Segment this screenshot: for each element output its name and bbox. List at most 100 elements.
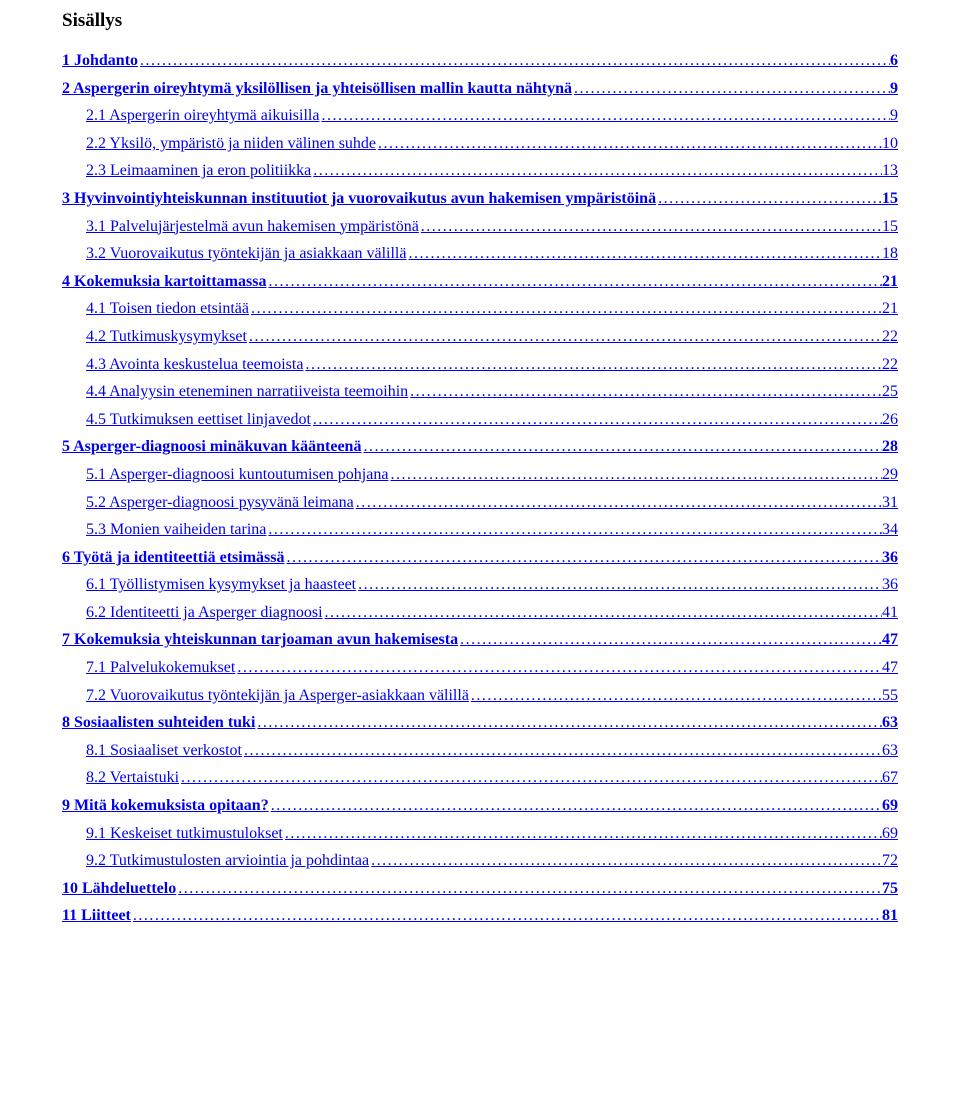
- toc-entry-label[interactable]: 3.1 Palvelujärjestelmä avun hakemisen ym…: [86, 216, 419, 238]
- toc-entry: 7 Kokemuksia yhteiskunnan tarjoaman avun…: [62, 629, 898, 651]
- toc-entry-label[interactable]: 4.2 Tutkimuskysymykset: [86, 326, 247, 348]
- toc-entry: 3.1 Palvelujärjestelmä avun hakemisen ym…: [62, 216, 898, 238]
- toc-entry-page[interactable]: 13: [882, 160, 898, 182]
- toc-entry-label[interactable]: 2.1 Aspergerin oireyhtymä aikuisilla: [86, 105, 319, 127]
- toc-leader: [406, 243, 882, 265]
- toc-entry: 4.4 Analyysin eteneminen narratiiveista …: [62, 381, 898, 403]
- toc-leader: [283, 823, 882, 845]
- toc-entry: 10 Lähdeluettelo 75: [62, 878, 898, 900]
- toc-entry-page[interactable]: 18: [882, 243, 898, 265]
- toc-entry-page[interactable]: 31: [882, 492, 898, 514]
- toc-leader: [255, 712, 882, 734]
- toc-entry-label[interactable]: 9 Mitä kokemuksista opitaan?: [62, 795, 269, 817]
- toc-entry-page[interactable]: 55: [882, 685, 898, 707]
- toc-entry-page[interactable]: 22: [882, 354, 898, 376]
- toc-entry-page[interactable]: 63: [882, 712, 898, 734]
- toc-entry-label[interactable]: 10 Lähdeluettelo: [62, 878, 176, 900]
- toc-leader: [247, 326, 882, 348]
- toc-entry-label[interactable]: 5 Asperger-diagnoosi minäkuvan käänteenä: [62, 436, 361, 458]
- toc-entry: 4.5 Tutkimuksen eettiset linjavedot 26: [62, 409, 898, 431]
- toc-entry: 8 Sosiaalisten suhteiden tuki 63: [62, 712, 898, 734]
- toc-entry-page[interactable]: 81: [882, 905, 898, 927]
- toc-entry-page[interactable]: 9: [890, 78, 898, 100]
- toc-entry-page[interactable]: 75: [882, 878, 898, 900]
- toc-entry-label[interactable]: 7 Kokemuksia yhteiskunnan tarjoaman avun…: [62, 629, 458, 651]
- toc-leader: [176, 878, 882, 900]
- toc-entry-page[interactable]: 21: [882, 298, 898, 320]
- toc-entry-label[interactable]: 4.1 Toisen tiedon etsintää: [86, 298, 249, 320]
- toc-leader: [323, 602, 882, 624]
- toc-entry-label[interactable]: 3.2 Vuorovaikutus työntekijän ja asiakka…: [86, 243, 406, 265]
- toc-entry-page[interactable]: 10: [882, 133, 898, 155]
- toc-entry: 9 Mitä kokemuksista opitaan? 69: [62, 795, 898, 817]
- toc-entry-label[interactable]: 6.1 Työllistymisen kysymykset ja haastee…: [86, 574, 356, 596]
- toc-entry: 11 Liitteet 81: [62, 905, 898, 927]
- toc-entry-label[interactable]: 2.3 Leimaaminen ja eron politiikka: [86, 160, 311, 182]
- toc-entry-label[interactable]: 6 Työtä ja identiteettiä etsimässä: [62, 547, 284, 569]
- toc-entry-page[interactable]: 22: [882, 326, 898, 348]
- toc-entry-page[interactable]: 47: [882, 657, 898, 679]
- toc-entry: 1 Johdanto 6: [62, 50, 898, 72]
- toc-entry-label[interactable]: 5.2 Asperger-diagnoosi pysyvänä leimana: [86, 492, 354, 514]
- toc-entry: 5.1 Asperger-diagnoosi kuntoutumisen poh…: [62, 464, 898, 486]
- toc-entry: 7.2 Vuorovaikutus työntekijän ja Asperge…: [62, 685, 898, 707]
- toc-entry-label[interactable]: 4.3 Avointa keskustelua teemoista: [86, 354, 303, 376]
- toc-entry-page[interactable]: 25: [882, 381, 898, 403]
- toc-entry-page[interactable]: 72: [882, 850, 898, 872]
- toc-entry: 4.3 Avointa keskustelua teemoista 22: [62, 354, 898, 376]
- toc-leader: [311, 160, 882, 182]
- toc-entry-label[interactable]: 8 Sosiaalisten suhteiden tuki: [62, 712, 255, 734]
- toc-list: 1 Johdanto 6 2 Aspergerin oireyhtymä yksil…: [62, 50, 898, 927]
- toc-entry-label[interactable]: 1 Johdanto: [62, 50, 138, 72]
- toc-entry-page[interactable]: 47: [882, 629, 898, 651]
- toc-entry-label[interactable]: 9.1 Keskeiset tutkimustulokset: [86, 823, 283, 845]
- toc-leader: [458, 629, 882, 651]
- toc-entry-label[interactable]: 9.2 Tutkimustulosten arviointia ja pohdi…: [86, 850, 369, 872]
- toc-entry-label[interactable]: 4 Kokemuksia kartoittamassa: [62, 271, 266, 293]
- toc-entry-page[interactable]: 69: [882, 823, 898, 845]
- toc-entry-label[interactable]: 5.1 Asperger-diagnoosi kuntoutumisen poh…: [86, 464, 388, 486]
- toc-entry-label[interactable]: 8.2 Vertaistuki: [86, 767, 179, 789]
- toc-entry-label[interactable]: 2 Aspergerin oireyhtymä yksilöllisen ja …: [62, 78, 572, 100]
- toc-entry-page[interactable]: 26: [882, 409, 898, 431]
- toc-entry: 4.2 Tutkimuskysymykset 22: [62, 326, 898, 348]
- toc-leader: [249, 298, 882, 320]
- toc-entry-label[interactable]: 4.4 Analyysin eteneminen narratiiveista …: [86, 381, 408, 403]
- toc-entry-label[interactable]: 2.2 Yksilö, ympäristö ja niiden välinen …: [86, 133, 376, 155]
- toc-entry: 7.1 Palvelukokemukset 47: [62, 657, 898, 679]
- toc-leader: [419, 216, 882, 238]
- toc-entry: 6.2 Identiteetti ja Asperger diagnoosi 41: [62, 602, 898, 624]
- toc-entry: 2.1 Aspergerin oireyhtymä aikuisilla 9: [62, 105, 898, 127]
- toc-entry-label[interactable]: 6.2 Identiteetti ja Asperger diagnoosi: [86, 602, 323, 624]
- toc-entry-page[interactable]: 63: [882, 740, 898, 762]
- toc-leader: [572, 78, 890, 100]
- toc-entry-page[interactable]: 9: [890, 105, 898, 127]
- toc-entry: 5.2 Asperger-diagnoosi pysyvänä leimana 3…: [62, 492, 898, 514]
- toc-entry-page[interactable]: 36: [882, 547, 898, 569]
- toc-entry-page[interactable]: 41: [882, 602, 898, 624]
- toc-entry-page[interactable]: 15: [882, 216, 898, 238]
- toc-entry-page[interactable]: 34: [882, 519, 898, 541]
- toc-entry-page[interactable]: 69: [882, 795, 898, 817]
- toc-entry-page[interactable]: 6: [890, 50, 898, 72]
- toc-entry-page[interactable]: 15: [882, 188, 898, 210]
- toc-leader: [408, 381, 882, 403]
- toc-entry-label[interactable]: 4.5 Tutkimuksen eettiset linjavedot: [86, 409, 311, 431]
- toc-entry-label[interactable]: 5.3 Monien vaiheiden tarina: [86, 519, 266, 541]
- toc-entry: 6.1 Työllistymisen kysymykset ja haastee…: [62, 574, 898, 596]
- toc-entry-page[interactable]: 29: [882, 464, 898, 486]
- toc-leader: [388, 464, 882, 486]
- toc-entry-label[interactable]: 7.2 Vuorovaikutus työntekijän ja Asperge…: [86, 685, 469, 707]
- toc-entry-page[interactable]: 36: [882, 574, 898, 596]
- toc-leader: [319, 105, 890, 127]
- toc-entry-page[interactable]: 21: [882, 271, 898, 293]
- toc-entry-label[interactable]: 8.1 Sosiaaliset verkostot: [86, 740, 242, 762]
- toc-entry: 4.1 Toisen tiedon etsintää 21: [62, 298, 898, 320]
- toc-entry: 2.2 Yksilö, ympäristö ja niiden välinen …: [62, 133, 898, 155]
- toc-entry-page[interactable]: 28: [882, 436, 898, 458]
- toc-leader: [376, 133, 882, 155]
- toc-entry-page[interactable]: 67: [882, 767, 898, 789]
- toc-entry-label[interactable]: 11 Liitteet: [62, 905, 131, 927]
- toc-entry-label[interactable]: 7.1 Palvelukokemukset: [86, 657, 235, 679]
- toc-entry-label[interactable]: 3 Hyvinvointiyhteiskunnan instituutiot j…: [62, 188, 656, 210]
